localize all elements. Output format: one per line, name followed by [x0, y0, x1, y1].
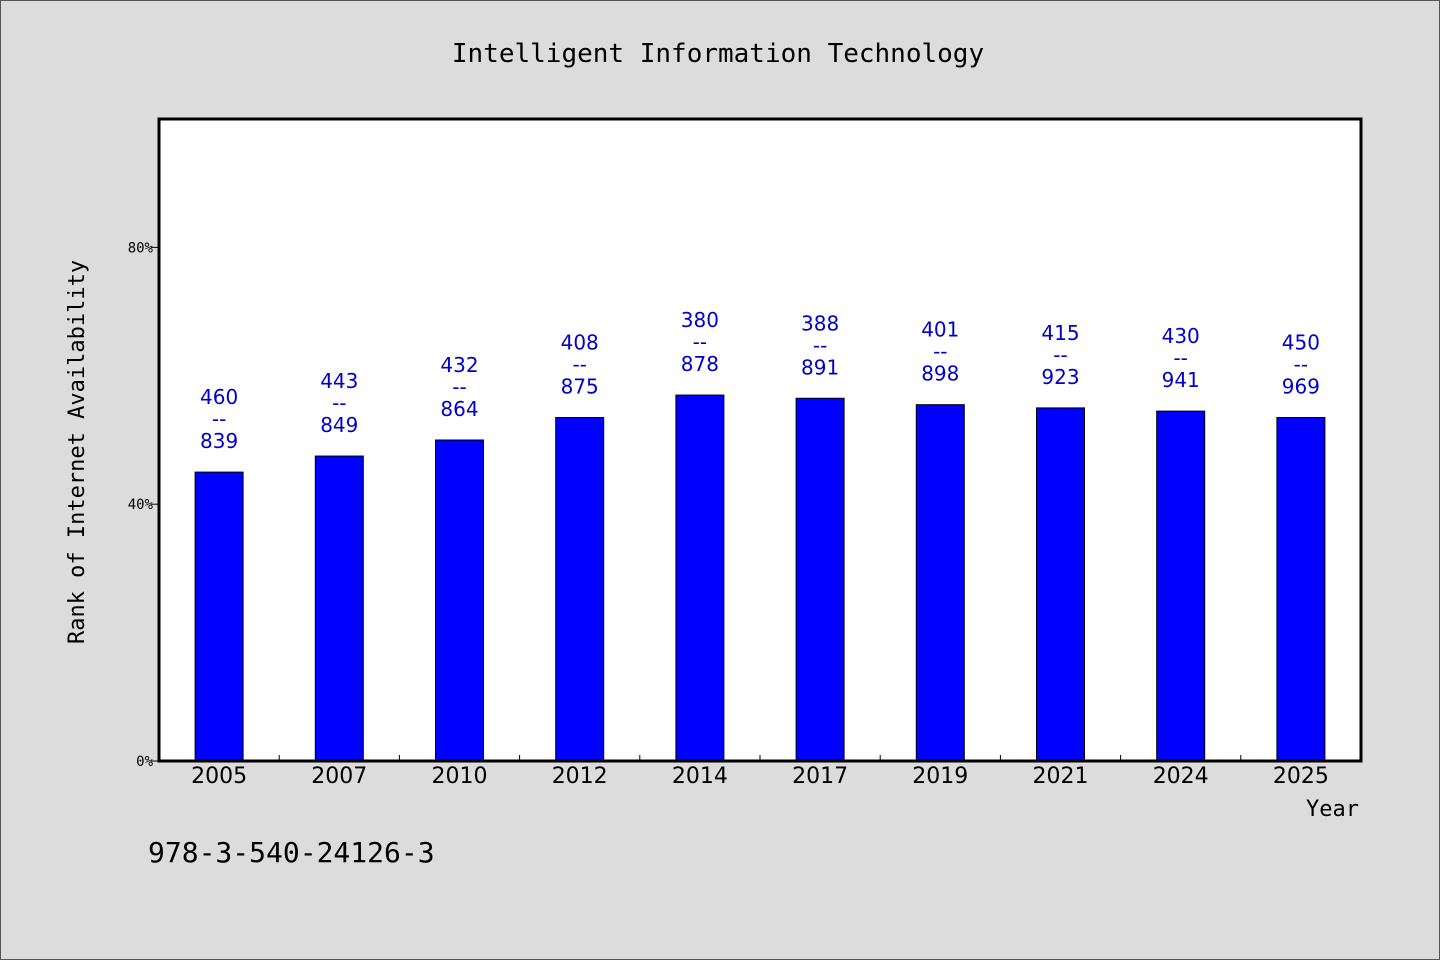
- bars-group: [194, 394, 1326, 762]
- bar-2021: [1036, 407, 1085, 762]
- x-tick-label-2021: 2021: [1033, 764, 1089, 789]
- data-label-2007-separator: --: [332, 391, 346, 415]
- x-tick-label-2005: 2005: [191, 764, 247, 789]
- bar-2005: [194, 471, 244, 762]
- data-label-2017-bottom: 891: [801, 355, 839, 379]
- x-tick-label-2010: 2010: [432, 764, 488, 789]
- data-label-2012-bottom: 875: [561, 375, 599, 399]
- footer-isbn: 978-3-540-24126-3: [148, 836, 435, 869]
- data-label-2010-top: 432: [440, 353, 478, 377]
- bar-2019: [915, 404, 965, 762]
- bar-2025: [1276, 417, 1326, 762]
- data-label-2017-top: 388: [801, 311, 839, 335]
- x-tick-label-2014: 2014: [672, 764, 728, 789]
- x-axis: 2005 2007 2010 2012 2014 2017 2019 2021 2024 2025: [191, 755, 1329, 789]
- bar-2017: [795, 397, 845, 762]
- data-label-2025-separator: --: [1294, 353, 1308, 377]
- data-label-2025-bottom: 969: [1282, 375, 1320, 399]
- bar-2010: [435, 439, 484, 762]
- bar-2007: [314, 455, 364, 762]
- data-label-2014-separator: --: [693, 330, 707, 354]
- data-label-2005-top: 460: [200, 385, 238, 409]
- data-label-2017-separator: --: [813, 333, 827, 357]
- data-label-2021-separator: --: [1053, 343, 1067, 367]
- data-label-2019-top: 401: [921, 318, 959, 342]
- plot-border: [157, 117, 1363, 763]
- data-label-2024-separator: --: [1173, 346, 1187, 370]
- y-tick-label-0: 0%: [136, 754, 153, 770]
- data-label-2024-bottom: 941: [1162, 368, 1200, 392]
- data-label-2007-bottom: 849: [320, 413, 358, 437]
- y-tick-label-80: 80%: [128, 240, 154, 256]
- data-label-2019-separator: --: [933, 340, 947, 364]
- data-label-2010-separator: --: [452, 375, 466, 399]
- data-label-2005-bottom: 839: [200, 429, 238, 453]
- bar-2024: [1156, 410, 1206, 762]
- bar-2012: [555, 417, 605, 762]
- x-axis-label: Year: [1306, 797, 1359, 822]
- y-axis: 0% 40% 80%: [128, 240, 159, 770]
- data-label-2014-top: 380: [681, 308, 719, 332]
- data-label-2024-top: 430: [1162, 324, 1200, 348]
- data-labels-group: 460--839443--849432--864408--875380--878…: [200, 308, 1320, 453]
- x-tick-label-2017: 2017: [792, 764, 848, 789]
- x-tick-label-2007: 2007: [311, 764, 367, 789]
- data-label-2019-bottom: 898: [921, 362, 959, 386]
- y-axis-label: Rank of Internet Availability: [65, 260, 90, 644]
- data-label-2007-top: 443: [320, 369, 358, 393]
- y-tick-label-40: 40%: [128, 497, 154, 513]
- data-label-2021-bottom: 923: [1041, 365, 1079, 389]
- x-tick-label-2019: 2019: [912, 764, 968, 789]
- bar-2014: [675, 394, 725, 762]
- chart-title: Intelligent Information Technology: [452, 39, 984, 69]
- x-tick-label-2012: 2012: [552, 764, 608, 789]
- data-label-2025-top: 450: [1282, 331, 1320, 355]
- x-tick-label-2025: 2025: [1273, 764, 1329, 789]
- data-label-2005-separator: --: [212, 407, 226, 431]
- data-label-2010-bottom: 864: [440, 397, 478, 421]
- data-label-2012-separator: --: [572, 353, 586, 377]
- data-label-2012-top: 408: [561, 331, 599, 355]
- data-label-2021-top: 415: [1041, 321, 1079, 345]
- x-tick-label-2024: 2024: [1153, 764, 1209, 789]
- data-label-2014-bottom: 878: [681, 352, 719, 376]
